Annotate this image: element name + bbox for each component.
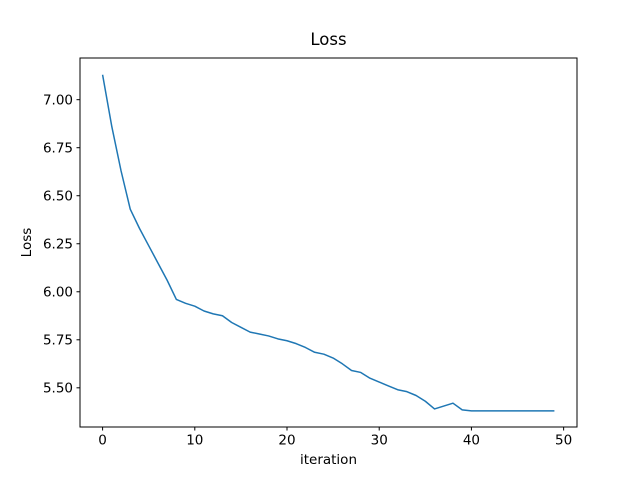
loss-curve [101, 74, 555, 412]
x-tick-label: 50 [555, 433, 572, 449]
x-tick-label: 20 [278, 433, 295, 449]
y-tick-label: 6.50 [43, 189, 73, 205]
x-axis-label: iteration [300, 452, 357, 468]
x-tick-label: 10 [186, 433, 203, 449]
y-axis-label: Loss [19, 228, 35, 258]
x-tick-label: 0 [98, 433, 107, 449]
y-tick-label: 5.75 [43, 333, 73, 349]
y-tick-label: 6.75 [43, 141, 73, 157]
y-tick-label: 7.00 [43, 92, 73, 108]
y-tick-label: 5.50 [43, 381, 73, 397]
plot-border [79, 57, 578, 428]
x-tick-label: 30 [371, 433, 388, 449]
axes-layer: 0 10 20 30 40 50 5.50 5.75 6.00 6.25 6.50 6.75 7.00 [43, 57, 578, 449]
chart-title: Loss [310, 30, 346, 49]
y-tick-label: 6.25 [43, 237, 73, 253]
y-tick-label: 6.00 [43, 285, 73, 301]
x-tick-label: 40 [463, 433, 480, 449]
